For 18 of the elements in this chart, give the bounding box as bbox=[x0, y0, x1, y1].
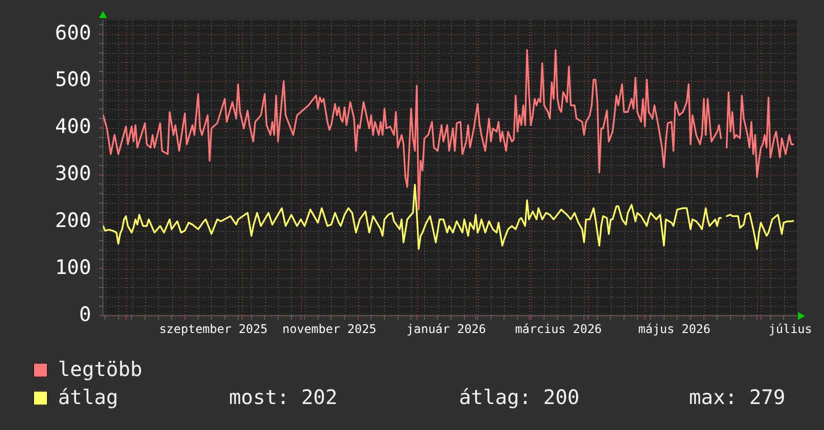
x-tick-label: szeptember 2025 bbox=[159, 322, 268, 336]
y-tick-label: 300 bbox=[55, 161, 92, 186]
y-tick-label: 500 bbox=[55, 67, 92, 92]
legend-label: átlag bbox=[58, 384, 118, 409]
y-tick-label: 100 bbox=[55, 254, 92, 279]
y-tick-label: 400 bbox=[55, 114, 92, 138]
legend-label: legtöbb bbox=[58, 356, 142, 381]
text: max: 279 bbox=[689, 384, 786, 409]
x-tick-label: november 2025 bbox=[282, 322, 376, 336]
x-tick-label: március 2026 bbox=[515, 322, 602, 336]
text: átlag: 200 bbox=[459, 384, 580, 409]
y-tick-label: 600 bbox=[55, 20, 92, 44]
x-tick-label: január 2026 bbox=[406, 322, 486, 336]
x-tick-label: május 2026 bbox=[638, 322, 711, 336]
text: most: 202 bbox=[229, 384, 338, 409]
y-tick-label: 0 bbox=[79, 302, 92, 326]
y-tick-label: 200 bbox=[55, 208, 92, 232]
x-tick-label: július bbox=[768, 322, 812, 336]
